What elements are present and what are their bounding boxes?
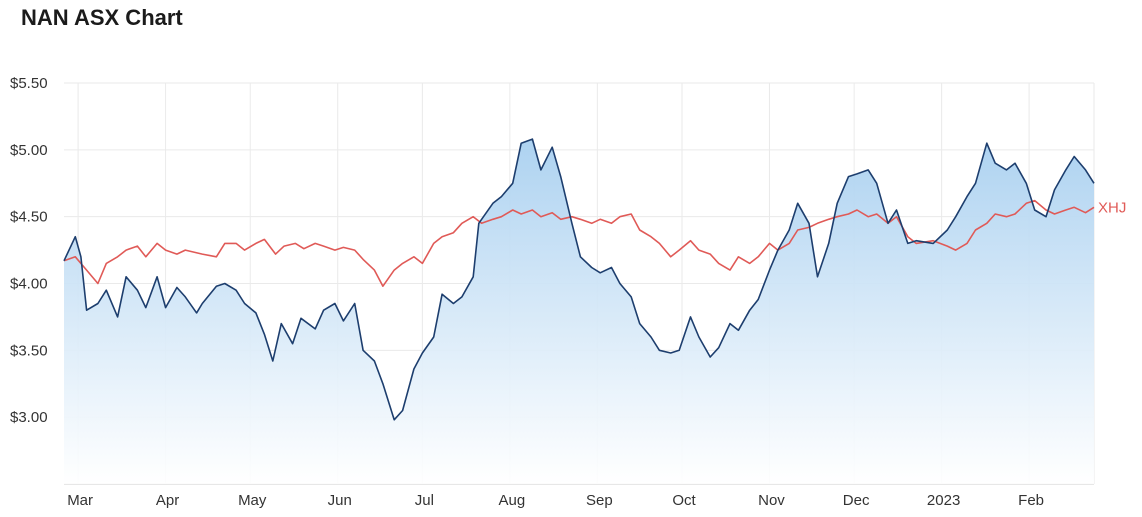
y-tick-label: $5.00 <box>10 142 48 159</box>
x-tick-label: Jul <box>415 492 434 509</box>
y-tick-label: $4.00 <box>10 276 48 293</box>
line-layer <box>63 138 1095 421</box>
x-tick-label: Aug <box>499 492 526 509</box>
xhj-series-label: XHJ <box>1098 199 1126 216</box>
y-tick-label: $3.00 <box>10 409 48 426</box>
area-layer <box>64 139 1094 484</box>
x-tick-label: May <box>238 492 267 509</box>
x-axis: Mar Apr May Jun Jul Aug Sep Oct Nov Dec 2023 Feb <box>67 492 1044 509</box>
xhj-line <box>63 199 1095 288</box>
nan-area <box>64 139 1094 484</box>
x-tick-label: Sep <box>586 492 613 509</box>
page-title: NAN ASX Chart <box>21 5 183 30</box>
y-axis: $3.00 $3.50 $4.00 $4.50 $5.00 $5.50 <box>10 75 48 426</box>
y-tick-label: $5.50 <box>10 75 48 92</box>
x-tick-label: 2023 <box>927 492 960 509</box>
series-labels: XHJ <box>1098 199 1126 216</box>
x-tick-label: Jun <box>328 492 352 509</box>
x-tick-label: Mar <box>67 492 93 509</box>
y-tick-label: $3.50 <box>10 342 48 359</box>
x-tick-label: Feb <box>1018 492 1044 509</box>
x-tick-label: Oct <box>672 492 696 509</box>
y-tick-label: $4.50 <box>10 209 48 226</box>
nan-line <box>63 138 1095 421</box>
x-tick-label: Apr <box>156 492 179 509</box>
x-tick-label: Nov <box>758 492 785 509</box>
x-tick-label: Dec <box>843 492 870 509</box>
